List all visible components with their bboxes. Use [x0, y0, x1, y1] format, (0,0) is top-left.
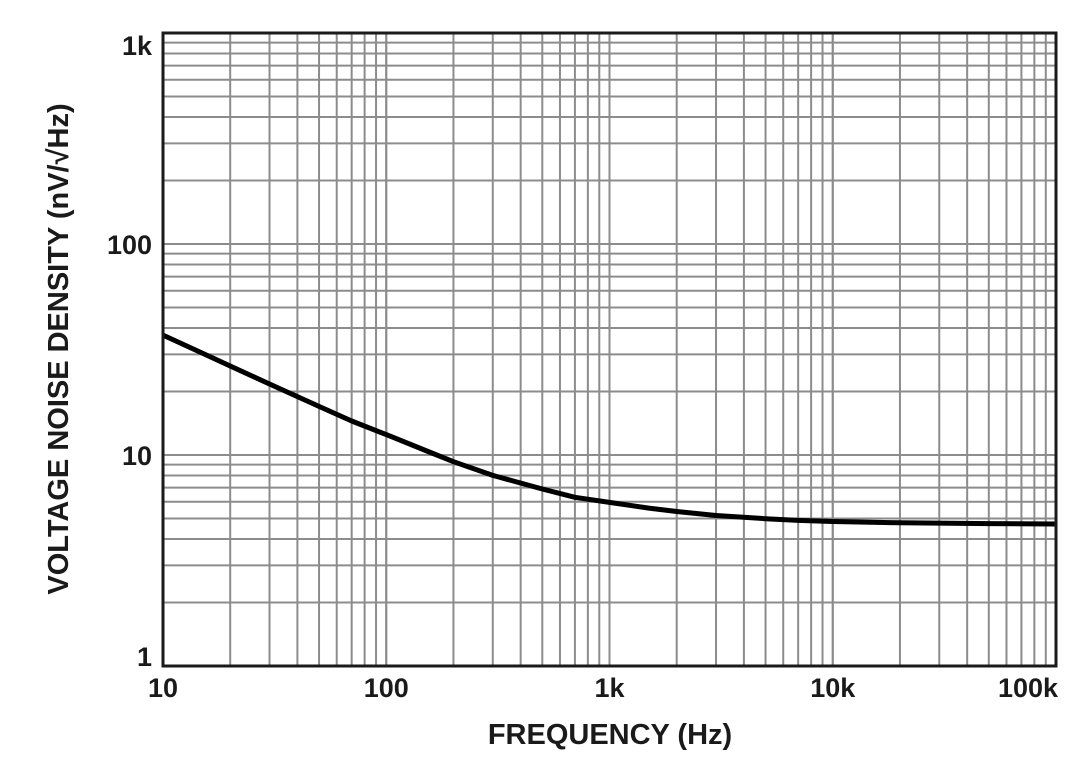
x-tick-label: 10k: [810, 673, 856, 703]
y-axis-label: VOLTAGE NOISE DENSITY (nV/√Hz): [43, 103, 75, 594]
plot-frame: [161, 31, 1058, 668]
series-line: [161, 332, 1057, 527]
x-tick-labels: 10 100 1k 10k 100k: [148, 673, 1059, 703]
x-tick-label: 100k: [998, 673, 1059, 703]
series-layer: [161, 332, 1057, 527]
x-tick-label: 100: [364, 673, 409, 703]
x-tick-label: 1k: [594, 673, 625, 703]
x-axis-label: FREQUENCY (Hz): [488, 719, 732, 751]
grid: [163, 33, 1056, 666]
y-tick-label: 100: [107, 230, 152, 260]
y-tick-label: 1: [137, 642, 152, 672]
y-tick-label: 1k: [122, 31, 153, 61]
x-tick-label: 10: [148, 673, 178, 703]
y-tick-labels: 1 10 100 1k: [107, 31, 153, 672]
y-tick-label: 10: [122, 441, 152, 471]
